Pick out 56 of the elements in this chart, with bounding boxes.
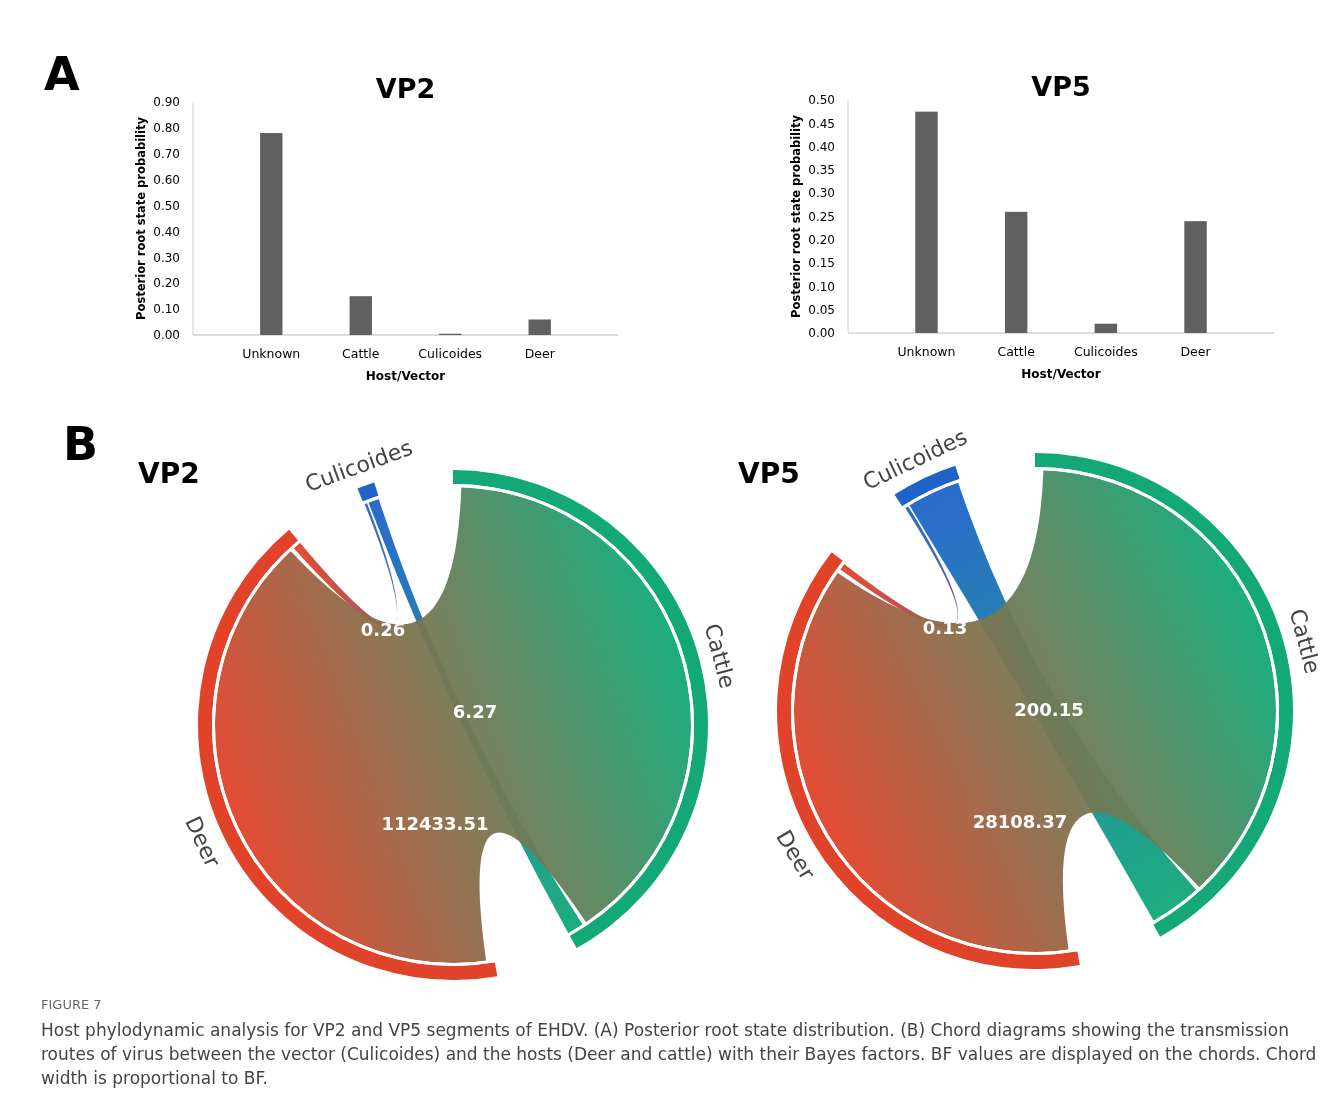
chart-title: VP2	[375, 73, 436, 104]
text: 28108.37	[972, 811, 1068, 832]
y-tick-label: 0.50	[808, 93, 835, 108]
category-label: Cattle	[1284, 606, 1326, 677]
y-tick-label: 0.10	[808, 279, 835, 294]
y-axis-title: Posterior root state probability	[789, 114, 803, 318]
y-tick-label: 0.10	[153, 302, 180, 317]
y-tick-label: 0.20	[808, 233, 835, 247]
y-tick-label: 0.30	[808, 186, 835, 201]
x-axis-title: Host/Vector	[365, 369, 446, 383]
text: B	[63, 417, 99, 471]
bar	[1184, 221, 1207, 333]
y-tick-label: 0.00	[153, 328, 180, 343]
bar	[915, 111, 938, 333]
y-tick-label: 0.35	[808, 163, 835, 178]
x-tick-label: Cattle	[342, 346, 380, 361]
bar	[1004, 211, 1028, 333]
chart-title: VP5	[1031, 71, 1091, 102]
text: 112433.51	[381, 813, 489, 834]
text: Host phylodynamic analysis for VP2 and VP5 segments of EHDV. (A) Posterior root state distribution. (B) Chord diagrams showing the transmission routes of virus between the vector (Culicoides) and the hosts (Deer and cattle) with their Bayes factors. BF values are displayed on the chords. Chord width is proportional to BF.	[41, 1019, 1318, 1090]
y-tick-label: 0.05	[808, 302, 835, 317]
y-tick-label: 0.90	[153, 95, 180, 110]
y-tick-label: 0.45	[808, 116, 835, 131]
category-label: Cattle	[699, 620, 741, 691]
caption: FIGURE 7	[41, 997, 103, 1012]
x-axis-title: Host/Vector	[1021, 367, 1101, 381]
x-tick-label: Culicoides	[418, 346, 483, 361]
text: VP2	[138, 457, 200, 490]
y-tick-label: 0.40	[808, 139, 835, 154]
bar	[1094, 323, 1118, 333]
category-label: Deer	[180, 812, 226, 872]
y-tick-label: 0.30	[153, 250, 180, 265]
y-tick-label: 0.50	[153, 198, 180, 213]
y-tick-label: 0.15	[808, 256, 835, 271]
y-tick-label: 0.40	[153, 224, 180, 239]
text: 200.15	[1014, 699, 1084, 720]
x-tick-label: Unknown	[897, 344, 956, 359]
y-tick-label: 0.20	[153, 276, 180, 291]
x-tick-label: Cattle	[997, 344, 1036, 359]
y-tick-label: 0.60	[153, 172, 180, 187]
bar	[349, 296, 372, 335]
text: A	[44, 47, 80, 101]
y-tick-label: 0.80	[153, 121, 180, 136]
y-tick-label: 0.70	[153, 146, 180, 161]
y-tick-label: 0.25	[808, 209, 835, 224]
text: VP5	[738, 457, 800, 490]
bar	[260, 133, 283, 335]
x-tick-label: Unknown	[242, 346, 301, 361]
text: 6.27	[452, 701, 498, 722]
x-tick-label: Deer	[1180, 344, 1212, 359]
x-tick-label: Culicoides	[1073, 344, 1138, 359]
text: 0.26	[360, 619, 406, 640]
x-tick-label: Deer	[524, 346, 556, 361]
y-tick-label: 0.00	[808, 326, 835, 341]
bar	[528, 319, 551, 335]
y-axis-title: Posterior root state probability	[134, 116, 148, 320]
